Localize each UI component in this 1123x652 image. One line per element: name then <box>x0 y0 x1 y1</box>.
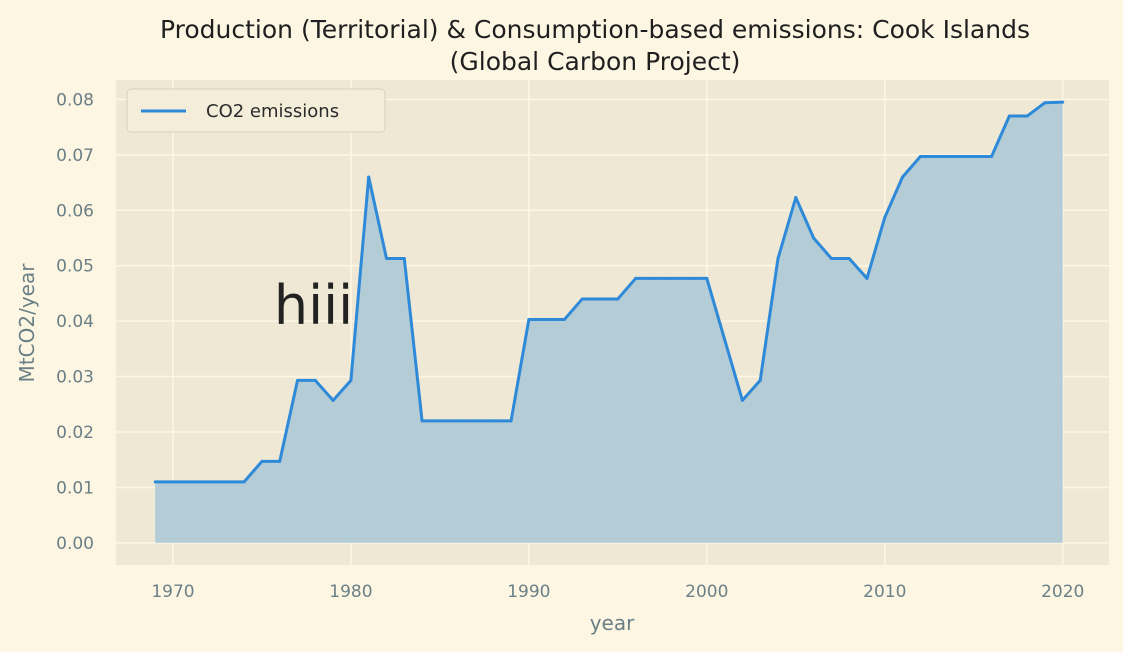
data-point <box>723 337 727 341</box>
data-point <box>669 276 673 280</box>
data-point <box>990 154 994 158</box>
data-point <box>901 175 905 179</box>
data-point <box>705 276 709 280</box>
data-point <box>331 398 335 402</box>
annotation-text: hiii <box>274 274 353 337</box>
data-point <box>936 154 940 158</box>
data-point <box>278 459 282 463</box>
series-line <box>155 100 1063 484</box>
data-point <box>527 317 531 321</box>
data-point <box>651 276 655 280</box>
series-area <box>155 102 1063 543</box>
data-point <box>829 256 833 260</box>
data-point <box>562 317 566 321</box>
data-point <box>367 175 371 179</box>
legend-label: CO2 emissions <box>206 101 339 122</box>
data-point <box>1061 100 1065 104</box>
data-point <box>545 317 549 321</box>
data-point <box>402 256 406 260</box>
data-point <box>883 215 887 219</box>
x-tick-label: 2010 <box>863 582 906 602</box>
x-tick-label: 2020 <box>1041 582 1084 602</box>
data-point <box>420 419 424 423</box>
data-point <box>260 459 264 463</box>
data-point <box>794 196 798 200</box>
legend: CO2 emissions <box>126 88 386 133</box>
data-point <box>865 276 869 280</box>
data-point <box>473 419 477 423</box>
y-tick-labels: 0.00 0.01 0.02 0.03 0.04 0.05 0.06 0.07 0.08 <box>56 90 94 553</box>
data-point <box>384 256 388 260</box>
x-tick-label: 1980 <box>329 582 372 602</box>
x-axis-label: year <box>590 611 635 635</box>
data-point <box>438 419 442 423</box>
y-tick-label: 0.01 <box>56 478 94 498</box>
data-point <box>313 378 317 382</box>
data-point <box>918 154 922 158</box>
y-tick-label: 0.02 <box>56 423 94 443</box>
data-point <box>812 236 816 240</box>
data-point <box>758 378 762 382</box>
y-tick-label: 0.08 <box>56 90 94 110</box>
data-point <box>616 297 620 301</box>
data-point <box>634 276 638 280</box>
legend-box <box>126 88 386 133</box>
data-point <box>776 256 780 260</box>
data-point <box>153 480 157 484</box>
x-tick-label: 1990 <box>507 582 550 602</box>
data-point <box>1043 101 1047 105</box>
data-point <box>491 419 495 423</box>
data-point <box>509 419 513 423</box>
data-point <box>598 297 602 301</box>
data-point <box>954 154 958 158</box>
data-point <box>349 378 353 382</box>
y-tick-label: 0.07 <box>56 146 94 166</box>
data-point <box>296 378 300 382</box>
data-point <box>171 480 175 484</box>
y-tick-label: 0.04 <box>56 312 94 332</box>
chart-subtitle: (Global Carbon Project) <box>450 47 741 76</box>
data-point <box>1007 114 1011 118</box>
data-point <box>580 297 584 301</box>
data-point <box>740 398 744 402</box>
data-point <box>207 480 211 484</box>
data-point <box>847 256 851 260</box>
annotations: hiii <box>274 274 353 337</box>
chart-title: Production (Territorial) & Consumption-b… <box>160 15 1030 44</box>
data-point <box>1025 114 1029 118</box>
x-tick-labels: 1970 1980 1990 2000 2010 2020 <box>151 582 1084 602</box>
y-tick-label: 0.03 <box>56 368 94 388</box>
data-point <box>224 480 228 484</box>
y-tick-label: 0.06 <box>56 201 94 221</box>
data-point <box>972 154 976 158</box>
data-point <box>687 276 691 280</box>
y-axis-label: MtCO2/year <box>15 263 39 383</box>
y-tick-label: 0.05 <box>56 257 94 277</box>
series-layer <box>153 100 1065 543</box>
x-tick-label: 2000 <box>685 582 728 602</box>
data-point <box>456 419 460 423</box>
data-point <box>242 480 246 484</box>
y-tick-label: 0.00 <box>56 534 94 554</box>
x-tick-label: 1970 <box>151 582 194 602</box>
data-point <box>189 480 193 484</box>
